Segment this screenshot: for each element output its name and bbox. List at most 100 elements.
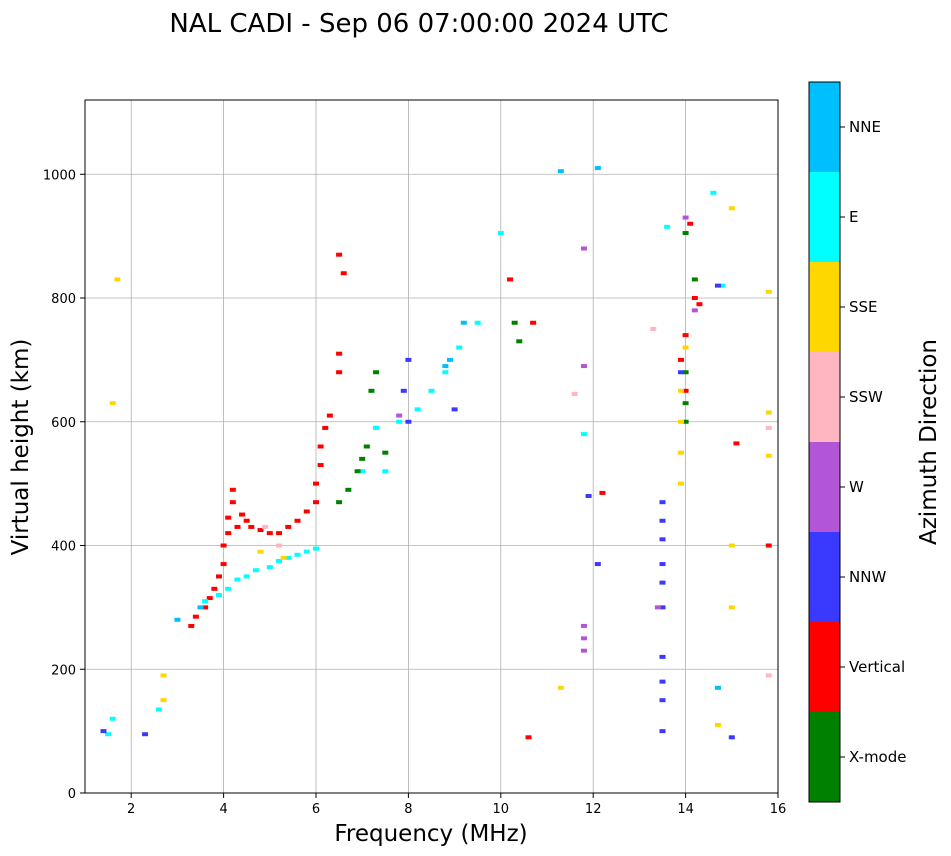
data-points	[100, 166, 772, 740]
data-point	[456, 345, 463, 350]
data-point	[765, 425, 772, 430]
data-point	[765, 543, 772, 548]
data-point	[266, 565, 273, 570]
data-point	[594, 166, 601, 171]
data-point	[239, 512, 246, 517]
x-tick-label: 8	[404, 802, 412, 817]
data-point	[580, 246, 587, 251]
data-point	[691, 277, 698, 282]
data-point	[303, 509, 310, 514]
data-point	[682, 388, 689, 393]
x-axis-label: Frequency (MHz)	[334, 821, 527, 847]
data-point	[373, 370, 380, 375]
data-point	[229, 500, 236, 505]
data-point	[105, 732, 112, 737]
colorbar-tick-label: SSE	[849, 298, 878, 316]
data-point	[765, 410, 772, 415]
data-point	[677, 419, 684, 424]
data-point	[682, 345, 689, 350]
data-point	[303, 549, 310, 554]
x-tick-label: 12	[585, 802, 602, 817]
data-point	[276, 531, 283, 536]
data-point	[659, 605, 666, 610]
colorbar-tick-label: NNW	[849, 568, 886, 586]
data-point	[192, 614, 199, 619]
data-point	[345, 487, 352, 492]
data-point	[243, 574, 250, 579]
data-point	[336, 500, 343, 505]
data-point	[206, 596, 213, 601]
data-point	[659, 679, 666, 684]
data-point	[336, 370, 343, 375]
data-point	[659, 580, 666, 585]
data-point	[525, 735, 532, 740]
data-point	[659, 562, 666, 567]
grid-lines	[85, 100, 779, 794]
colorbar-swatch	[809, 442, 840, 532]
data-point	[682, 231, 689, 236]
x-tick-label: 10	[493, 802, 510, 817]
data-point	[557, 169, 564, 174]
data-point	[160, 673, 167, 678]
data-point	[202, 605, 209, 610]
colorbar-tick-label: E	[849, 208, 858, 226]
data-point	[446, 357, 453, 362]
data-point	[728, 543, 735, 548]
data-point	[599, 490, 606, 495]
y-tick-label: 1000	[43, 168, 76, 183]
data-point	[414, 407, 421, 412]
data-point	[659, 518, 666, 523]
data-point	[719, 283, 726, 288]
data-point	[516, 339, 523, 344]
y-tick-label: 200	[51, 663, 76, 678]
colorbar-frame	[808, 81, 841, 803]
colorbar-swatch	[809, 532, 840, 622]
data-point	[728, 605, 735, 610]
data-point	[257, 528, 264, 533]
data-point	[682, 419, 689, 424]
data-point	[405, 419, 412, 424]
y-axis-label: Virtual height (km)	[8, 339, 34, 556]
data-point	[511, 320, 518, 325]
data-point	[234, 577, 241, 582]
data-point	[354, 469, 361, 474]
data-point	[336, 351, 343, 356]
plot-background	[85, 100, 778, 793]
data-point	[142, 732, 149, 737]
data-point	[664, 224, 671, 229]
data-point	[266, 531, 273, 536]
data-point	[451, 407, 458, 412]
data-point	[400, 388, 407, 393]
data-point	[682, 401, 689, 406]
data-point	[220, 562, 227, 567]
y-axis-ticks: 0 200 400 600 800 1000	[43, 168, 85, 802]
data-point	[313, 481, 319, 486]
colorbar-swatch	[809, 712, 840, 802]
colorbar-swatch	[809, 352, 840, 442]
data-point	[654, 605, 661, 610]
data-point	[580, 364, 587, 369]
data-point	[160, 698, 167, 703]
data-point	[442, 364, 449, 369]
data-point	[174, 617, 181, 622]
data-point	[691, 308, 698, 313]
data-point	[220, 543, 227, 548]
x-tick-label: 14	[677, 802, 694, 817]
data-point	[225, 586, 232, 591]
data-point	[276, 558, 283, 563]
data-point	[442, 370, 449, 375]
colorbar-swatch	[809, 172, 840, 262]
data-point	[659, 729, 666, 734]
colorbar-tick-label: Vertical	[849, 658, 905, 676]
colorbar-swatch	[809, 262, 840, 352]
data-point	[677, 481, 684, 486]
data-point	[373, 425, 380, 430]
data-point	[682, 333, 689, 338]
data-point	[359, 456, 366, 461]
data-point	[557, 685, 564, 690]
data-point	[188, 623, 195, 628]
data-point	[507, 277, 514, 282]
data-point	[497, 231, 504, 236]
data-point	[659, 654, 666, 659]
